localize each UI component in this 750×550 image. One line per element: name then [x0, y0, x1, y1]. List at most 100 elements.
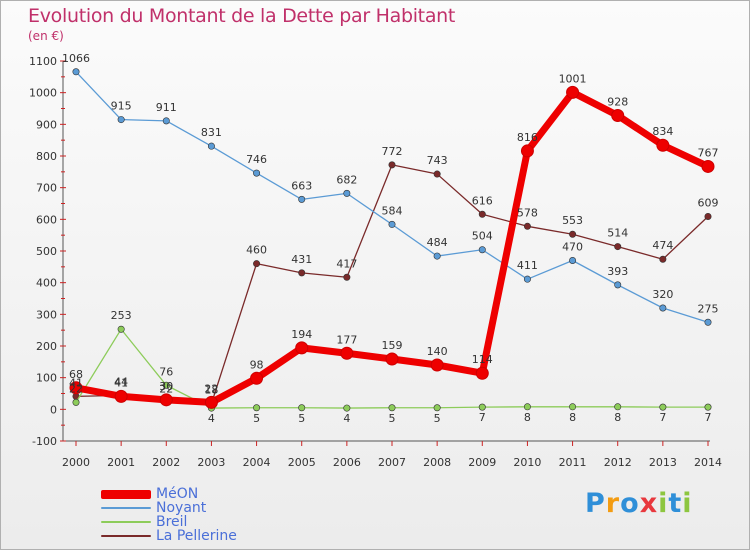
x-tick-label: 2009 — [468, 456, 496, 469]
chart-unit: (en €) — [28, 29, 64, 43]
data-label: 484 — [427, 236, 448, 249]
data-point — [388, 404, 396, 412]
data-label: 22 — [69, 382, 83, 395]
legend-swatch — [101, 489, 151, 499]
data-label: 5 — [298, 412, 305, 425]
data-label: 743 — [427, 154, 448, 167]
data-point — [298, 269, 306, 277]
data-label: 22 — [159, 382, 173, 395]
data-label: 431 — [291, 253, 312, 266]
data-label: 114 — [472, 353, 493, 366]
data-label: 177 — [336, 333, 357, 346]
data-label: 772 — [382, 145, 403, 158]
data-point — [343, 273, 351, 281]
data-point — [523, 275, 531, 283]
data-point — [656, 138, 670, 152]
data-label: 159 — [382, 339, 403, 352]
data-label: 767 — [698, 146, 719, 159]
data-label: 41 — [114, 376, 128, 389]
data-label: 5 — [389, 412, 396, 425]
logo-letter: x — [639, 488, 659, 519]
data-point — [250, 371, 264, 385]
data-point — [340, 346, 354, 360]
legend: MéON Noyant Breil La Pellerine — [101, 487, 237, 543]
x-tick-label: 2010 — [513, 456, 541, 469]
x-tick-label: 2007 — [378, 456, 406, 469]
y-tick-label: 900 — [36, 118, 57, 131]
x-tick-label: 2012 — [604, 456, 632, 469]
data-label: 140 — [427, 345, 448, 358]
data-point — [520, 144, 534, 158]
data-label: 915 — [111, 100, 132, 113]
data-point — [433, 252, 441, 260]
data-point — [614, 281, 622, 289]
data-point — [659, 255, 667, 263]
data-point — [72, 68, 80, 76]
x-tick-label: 2000 — [62, 456, 90, 469]
data-point — [704, 403, 712, 411]
data-label: 4 — [208, 412, 215, 425]
data-point — [253, 404, 261, 412]
y-tick-label: 0 — [50, 403, 57, 416]
legend-item: Noyant — [101, 501, 237, 515]
data-point — [253, 169, 261, 177]
data-point — [478, 210, 486, 218]
x-tick-label: 2011 — [559, 456, 587, 469]
logo-letter: t — [668, 488, 683, 519]
data-point — [566, 85, 580, 99]
data-label: 682 — [336, 173, 357, 186]
legend-item: MéON — [101, 487, 237, 501]
data-label: 194 — [291, 328, 312, 341]
x-tick-label: 2006 — [333, 456, 361, 469]
y-tick-label: 1100 — [29, 55, 57, 68]
data-point — [117, 116, 125, 124]
data-point — [433, 170, 441, 178]
y-tick-label: 200 — [36, 340, 57, 353]
data-label: 504 — [472, 230, 493, 243]
data-label: 41 — [69, 376, 83, 389]
legend-label: MéON — [156, 486, 199, 502]
data-label: 831 — [201, 126, 222, 139]
data-label: 275 — [698, 302, 719, 315]
data-point — [430, 358, 444, 372]
data-label: 320 — [652, 288, 673, 301]
data-label: 4 — [343, 412, 350, 425]
data-label: 98 — [250, 358, 264, 371]
logo-letter: i — [682, 488, 693, 519]
data-label: 44 — [114, 375, 128, 388]
data-point — [701, 159, 715, 173]
y-tick-label: 600 — [36, 213, 57, 226]
data-point — [298, 404, 306, 412]
data-label: 5 — [253, 412, 260, 425]
legend-swatch — [101, 535, 151, 537]
y-tick-label: -100 — [32, 435, 57, 448]
data-label: 746 — [246, 153, 267, 166]
data-label: 911 — [156, 101, 177, 114]
logo-letter: o — [620, 488, 640, 519]
legend-label: Noyant — [156, 500, 207, 516]
data-point — [159, 393, 173, 407]
data-label: 584 — [382, 204, 403, 217]
data-label: 1066 — [62, 52, 90, 65]
x-tick-label: 2001 — [107, 456, 135, 469]
data-point — [475, 366, 489, 380]
y-tick-label: 1000 — [29, 87, 57, 100]
x-tick-label: 2013 — [649, 456, 677, 469]
chart-title: Evolution du Montant de la Dette par Hab… — [28, 5, 456, 27]
data-label: 417 — [336, 257, 357, 270]
data-label: 816 — [517, 131, 538, 144]
data-label: 609 — [698, 196, 719, 209]
data-label: 8 — [524, 411, 531, 424]
data-point — [569, 256, 577, 264]
data-point — [614, 243, 622, 251]
data-point — [478, 246, 486, 254]
x-tick-label: 2014 — [694, 456, 722, 469]
x-tick-label: 2003 — [197, 456, 225, 469]
y-tick-label: 800 — [36, 150, 57, 163]
data-point — [433, 404, 441, 412]
data-point — [704, 318, 712, 326]
data-point — [523, 403, 531, 411]
x-tick-label: 2005 — [288, 456, 316, 469]
x-tick-label: 2002 — [152, 456, 180, 469]
data-point — [204, 395, 218, 409]
